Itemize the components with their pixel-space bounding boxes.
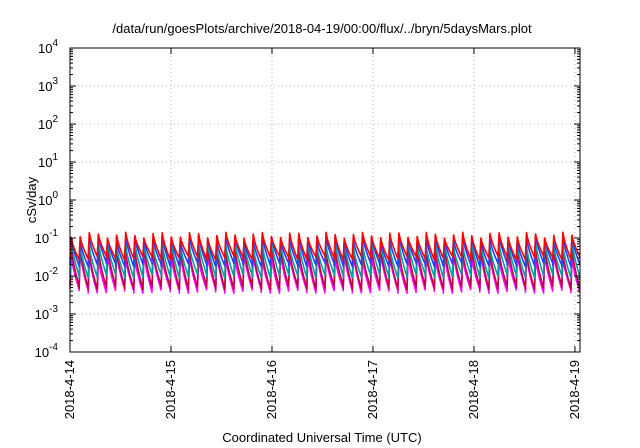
x-tick-labels: 2018-4-14 2018-4-15 2018-4-16 2018-4-17 2018… — [62, 360, 582, 419]
chart-title: /data/run/goesPlots/archive/2018-04-19/0… — [112, 21, 532, 36]
series-line — [69, 245, 581, 291]
x-tick-label: 2018-4-18 — [466, 360, 481, 419]
axis-ticks — [69, 47, 580, 353]
y-tick-label: 100 — [38, 190, 58, 208]
x-tick-label: 2018-4-19 — [567, 360, 582, 419]
y-tick-label: 102 — [38, 114, 58, 132]
series-group — [69, 231, 581, 294]
series-line — [69, 231, 581, 261]
x-tick-label: 2018-4-16 — [264, 360, 279, 419]
y-tick-labels: 10-4 10-3 10-2 10-1 100 101 102 103 104 — [35, 38, 59, 360]
y-tick-label: 103 — [38, 76, 58, 94]
x-tick-label: 2018-4-15 — [163, 360, 178, 419]
y-axis-title: cSv/day — [24, 176, 39, 223]
x-tick-label: 2018-4-17 — [365, 360, 380, 419]
y-tick-label: 104 — [38, 38, 58, 56]
y-tick-label: 10-1 — [35, 228, 59, 246]
series-line — [69, 234, 581, 268]
grid — [70, 48, 580, 352]
y-tick-label: 101 — [38, 152, 58, 170]
y-tick-label: 10-4 — [35, 342, 59, 360]
y-tick-label: 10-2 — [35, 266, 59, 284]
series-line — [69, 240, 581, 279]
x-tick-label: 2018-4-14 — [62, 360, 77, 419]
y-tick-label: 10-3 — [35, 304, 59, 322]
x-axis-title: Coordinated Universal Time (UTC) — [222, 430, 421, 445]
